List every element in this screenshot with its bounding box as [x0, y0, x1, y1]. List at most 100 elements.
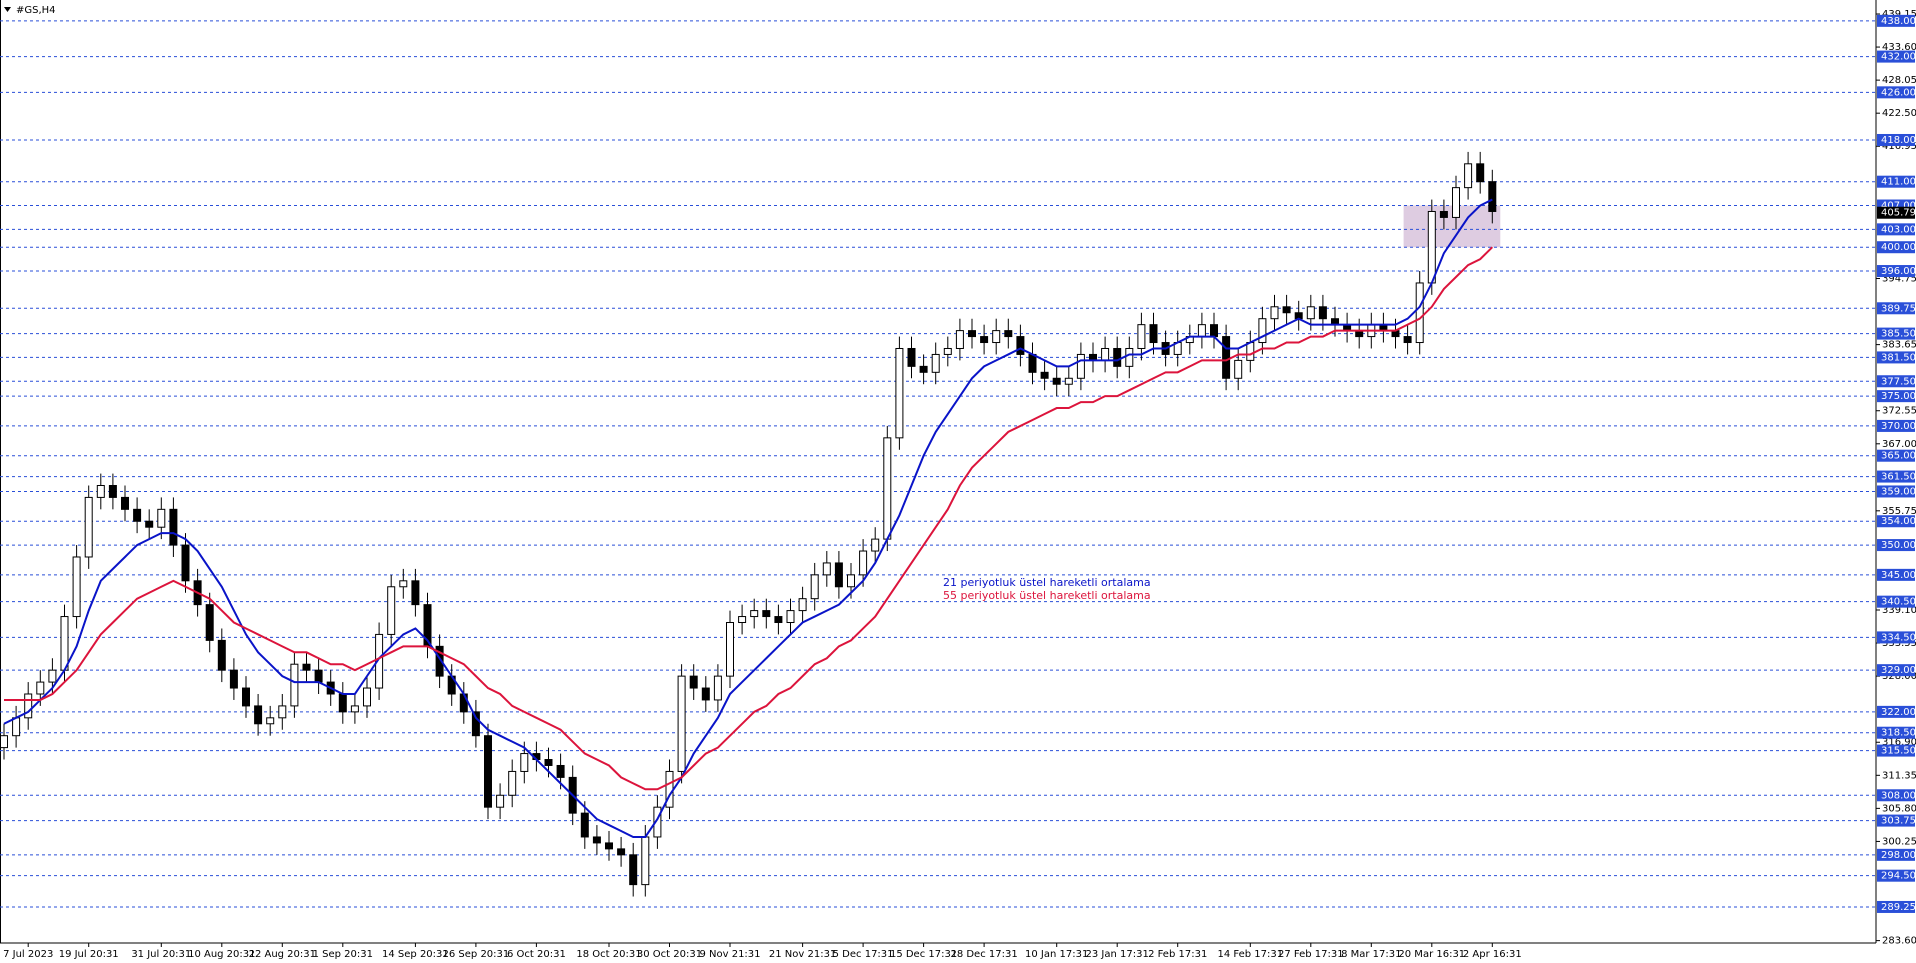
level-label-box — [1877, 351, 1915, 364]
candle-body — [254, 705, 263, 725]
x-tick-label: 14 Feb 17:31 — [1217, 949, 1283, 960]
candle-body — [750, 610, 759, 618]
x-tick-label: 31 Jul 20:31 — [131, 949, 191, 960]
level-label: 354.00 — [1881, 516, 1916, 527]
level-label: 289.25 — [1881, 902, 1916, 913]
level-label-box — [1877, 664, 1915, 677]
candle-body — [375, 633, 384, 689]
level-label-box — [1877, 449, 1915, 462]
x-tick-label: 22 Aug 20:31 — [249, 949, 316, 960]
candle-body — [145, 520, 154, 528]
candle-body — [399, 580, 408, 588]
y-tick-label: 439.15 — [1882, 9, 1916, 20]
level-label-box — [1877, 848, 1915, 861]
candle-body — [314, 669, 323, 683]
level-label-box — [1877, 814, 1915, 827]
x-tick-label: 2 Feb 17:31 — [1148, 949, 1207, 960]
candle-body — [411, 580, 420, 606]
x-tick-label: 30 Oct 20:31 — [637, 949, 702, 960]
y-tick-label: 305.80 — [1882, 803, 1916, 814]
level-label: 432.00 — [1881, 52, 1916, 63]
y-tick-label: 300.25 — [1882, 836, 1916, 847]
x-tick-label: 21 Nov 21:31 — [769, 949, 836, 960]
candle-body — [496, 794, 505, 808]
candle-body — [762, 610, 771, 618]
candle-body — [968, 330, 976, 338]
candle-body — [617, 848, 626, 856]
candle-body — [580, 812, 589, 838]
level-label-box — [1877, 50, 1915, 63]
candle-body — [520, 753, 529, 772]
candle-body — [1004, 330, 1013, 338]
level-label: 400.00 — [1881, 242, 1916, 253]
candle-body — [48, 669, 57, 683]
candle-body — [931, 353, 940, 373]
candle-body — [810, 574, 819, 600]
level-label: 385.50 — [1881, 329, 1916, 340]
level-label: 318.50 — [1881, 728, 1916, 739]
candle-body — [121, 496, 129, 510]
x-tick-label: 9 Nov 21:31 — [699, 949, 760, 960]
candle-body — [484, 735, 492, 808]
candle-body — [1101, 347, 1110, 361]
candle-body — [774, 616, 783, 624]
legend-entry: 21 periyotluk üstel hareketli ortalama — [943, 576, 1151, 589]
y-tick-label: 355.75 — [1882, 506, 1916, 517]
x-tick-label: 5 Dec 17:31 — [833, 949, 894, 960]
level-label-box — [1877, 869, 1915, 882]
y-tick-label: 428.05 — [1882, 75, 1916, 86]
candle-body — [1427, 210, 1436, 284]
level-label-box — [1877, 726, 1915, 739]
y-tick-label: 311.35 — [1882, 770, 1916, 781]
candle-body — [871, 538, 880, 552]
x-tick-label: 23 Jan 17:31 — [1086, 949, 1149, 960]
candle-body — [786, 610, 795, 624]
level-label: 340.50 — [1881, 597, 1916, 608]
x-tick-label: 20 Mar 16:31 — [1398, 949, 1465, 960]
level-label: 350.00 — [1881, 540, 1916, 551]
candle-body — [387, 586, 396, 635]
candle-body — [1246, 342, 1255, 361]
y-tick-label: 394.75 — [1882, 273, 1916, 284]
candle-body — [266, 717, 275, 725]
candle-body — [713, 675, 722, 701]
level-label-box — [1877, 470, 1915, 483]
level-label: 303.75 — [1881, 816, 1916, 827]
candle-body — [471, 711, 480, 737]
level-label: 359.00 — [1881, 486, 1916, 497]
level-label: 298.00 — [1881, 850, 1916, 861]
y-tick-label: 283.60 — [1882, 936, 1916, 947]
candle-body — [1464, 163, 1473, 189]
level-label: 375.00 — [1881, 391, 1916, 402]
candle-body — [12, 717, 21, 737]
level-label: 381.50 — [1881, 352, 1916, 363]
candle-body — [1306, 306, 1315, 320]
candle-body — [859, 550, 868, 576]
candle-body — [677, 675, 686, 772]
candle-body — [338, 693, 347, 713]
candle-body — [943, 347, 952, 355]
candle-body — [84, 496, 93, 558]
level-label-box — [1877, 539, 1915, 552]
level-label: 377.50 — [1881, 376, 1916, 387]
candle-body — [1234, 359, 1243, 379]
candle-body — [1137, 324, 1146, 349]
candle-body — [229, 669, 238, 689]
candle-body — [302, 663, 311, 671]
candle-body — [1149, 324, 1158, 344]
x-tick-label: 19 Jul 20:31 — [59, 949, 119, 960]
candle-body — [1016, 336, 1025, 355]
level-label: 365.00 — [1881, 451, 1916, 462]
level-label: 418.00 — [1881, 135, 1916, 146]
y-tick-label: 328.00 — [1882, 671, 1916, 682]
candle-body — [919, 365, 928, 373]
x-tick-label: 14 Sep 20:31 — [382, 949, 449, 960]
candle-body — [1282, 306, 1291, 314]
x-tick-label: 18 Oct 20:31 — [576, 949, 641, 960]
level-label: 361.50 — [1881, 472, 1916, 483]
candle-body — [508, 770, 517, 796]
level-label-box — [1877, 515, 1915, 528]
candle-body — [157, 508, 166, 528]
